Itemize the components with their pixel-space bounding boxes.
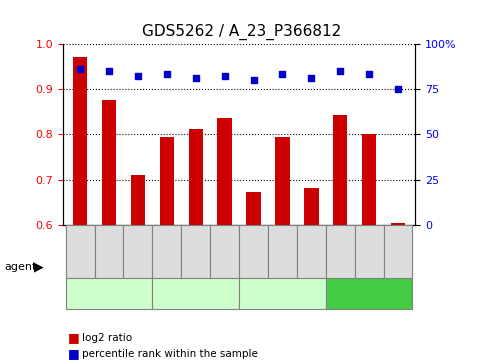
Bar: [333, 115, 347, 225]
Bar: [102, 100, 116, 225]
FancyBboxPatch shape: [152, 225, 181, 278]
Point: [365, 72, 373, 77]
FancyBboxPatch shape: [95, 225, 124, 278]
Text: log2 ratio: log2 ratio: [82, 333, 132, 343]
Bar: [217, 118, 232, 225]
FancyBboxPatch shape: [355, 225, 384, 278]
Point: [163, 72, 170, 77]
Point: [279, 72, 286, 77]
Point: [105, 68, 113, 74]
Bar: [188, 129, 203, 225]
Bar: [73, 57, 87, 225]
FancyBboxPatch shape: [66, 225, 95, 278]
FancyBboxPatch shape: [268, 225, 297, 278]
FancyBboxPatch shape: [181, 225, 210, 278]
FancyBboxPatch shape: [239, 225, 268, 278]
Point: [394, 86, 402, 92]
FancyBboxPatch shape: [152, 225, 239, 309]
FancyBboxPatch shape: [239, 225, 326, 309]
Bar: [275, 138, 290, 225]
Text: ▶: ▶: [34, 260, 43, 273]
Point: [192, 75, 199, 81]
FancyBboxPatch shape: [66, 225, 152, 309]
Text: interleukin 4: interleukin 4: [76, 262, 142, 272]
Point: [134, 73, 142, 79]
Bar: [304, 188, 319, 225]
Text: ■: ■: [68, 347, 79, 360]
FancyBboxPatch shape: [124, 225, 152, 278]
Text: percentile rank within the sample: percentile rank within the sample: [82, 349, 258, 359]
Text: ■: ■: [68, 331, 79, 344]
Point: [250, 77, 257, 83]
Bar: [246, 192, 261, 225]
Point: [76, 66, 84, 72]
FancyBboxPatch shape: [297, 225, 326, 278]
Point: [308, 75, 315, 81]
Bar: [391, 223, 405, 225]
Bar: [362, 134, 376, 225]
Text: unstimulated: unstimulated: [335, 262, 404, 272]
FancyBboxPatch shape: [326, 225, 412, 309]
Text: tumor necrosis
factor-α: tumor necrosis factor-α: [243, 256, 322, 278]
Bar: [159, 138, 174, 225]
Point: [336, 68, 344, 74]
FancyBboxPatch shape: [384, 225, 412, 278]
Text: GDS5262 / A_23_P366812: GDS5262 / A_23_P366812: [142, 24, 341, 40]
Text: agent: agent: [5, 262, 37, 272]
Bar: [131, 175, 145, 225]
FancyBboxPatch shape: [210, 225, 239, 278]
Point: [221, 73, 228, 79]
Text: interleukin 13: interleukin 13: [159, 262, 232, 272]
FancyBboxPatch shape: [326, 225, 355, 278]
